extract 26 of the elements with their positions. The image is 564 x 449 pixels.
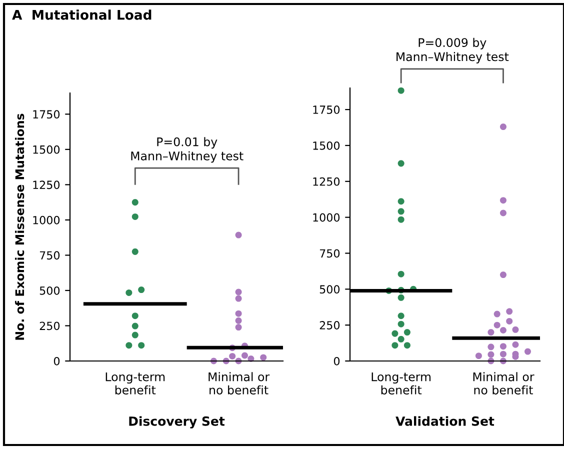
x-tick-label: Long-term benefit [372, 372, 431, 394]
y-tick-label: 750 [320, 249, 340, 258]
y-axis-title: No. of Exomic Missense Mutations [15, 114, 24, 340]
text: P=0.009 by Mann–Whitney test [396, 38, 509, 64]
y-tick-label: 1500 [33, 145, 60, 154]
annotation: P=0.01 by Mann–Whitney test [131, 137, 244, 163]
x-tick-label: Minimal or no benefit [208, 372, 270, 394]
y-tick-label: 0 [334, 356, 340, 366]
y-tick-label: 1250 [313, 177, 340, 186]
x-tick-label: Minimal or no benefit [473, 372, 534, 394]
y-tick-label: 1250 [33, 180, 60, 190]
y-tick-label: 1750 [313, 106, 340, 114]
x-axis-title: Validation Set [396, 416, 494, 426]
y-tick-label: 750 [40, 251, 60, 260]
y-tick-label: 1750 [33, 110, 60, 119]
y-tick-label: 1000 [33, 216, 60, 224]
y-tick-label: 1000 [313, 213, 340, 222]
x-tick-label: Long-term benefit [106, 372, 165, 394]
y-tick-label: 0 [54, 356, 60, 366]
y-tick-label: 500 [40, 286, 60, 295]
y-tick-label: 250 [40, 322, 60, 330]
x-axis-title: Discovery Set [129, 416, 225, 428]
chart-title: A Mutational Load [12, 10, 152, 20]
y-tick-label: 500 [320, 285, 340, 294]
y-tick-label: 1500 [313, 141, 340, 150]
y-tick-label: 250 [320, 321, 340, 330]
